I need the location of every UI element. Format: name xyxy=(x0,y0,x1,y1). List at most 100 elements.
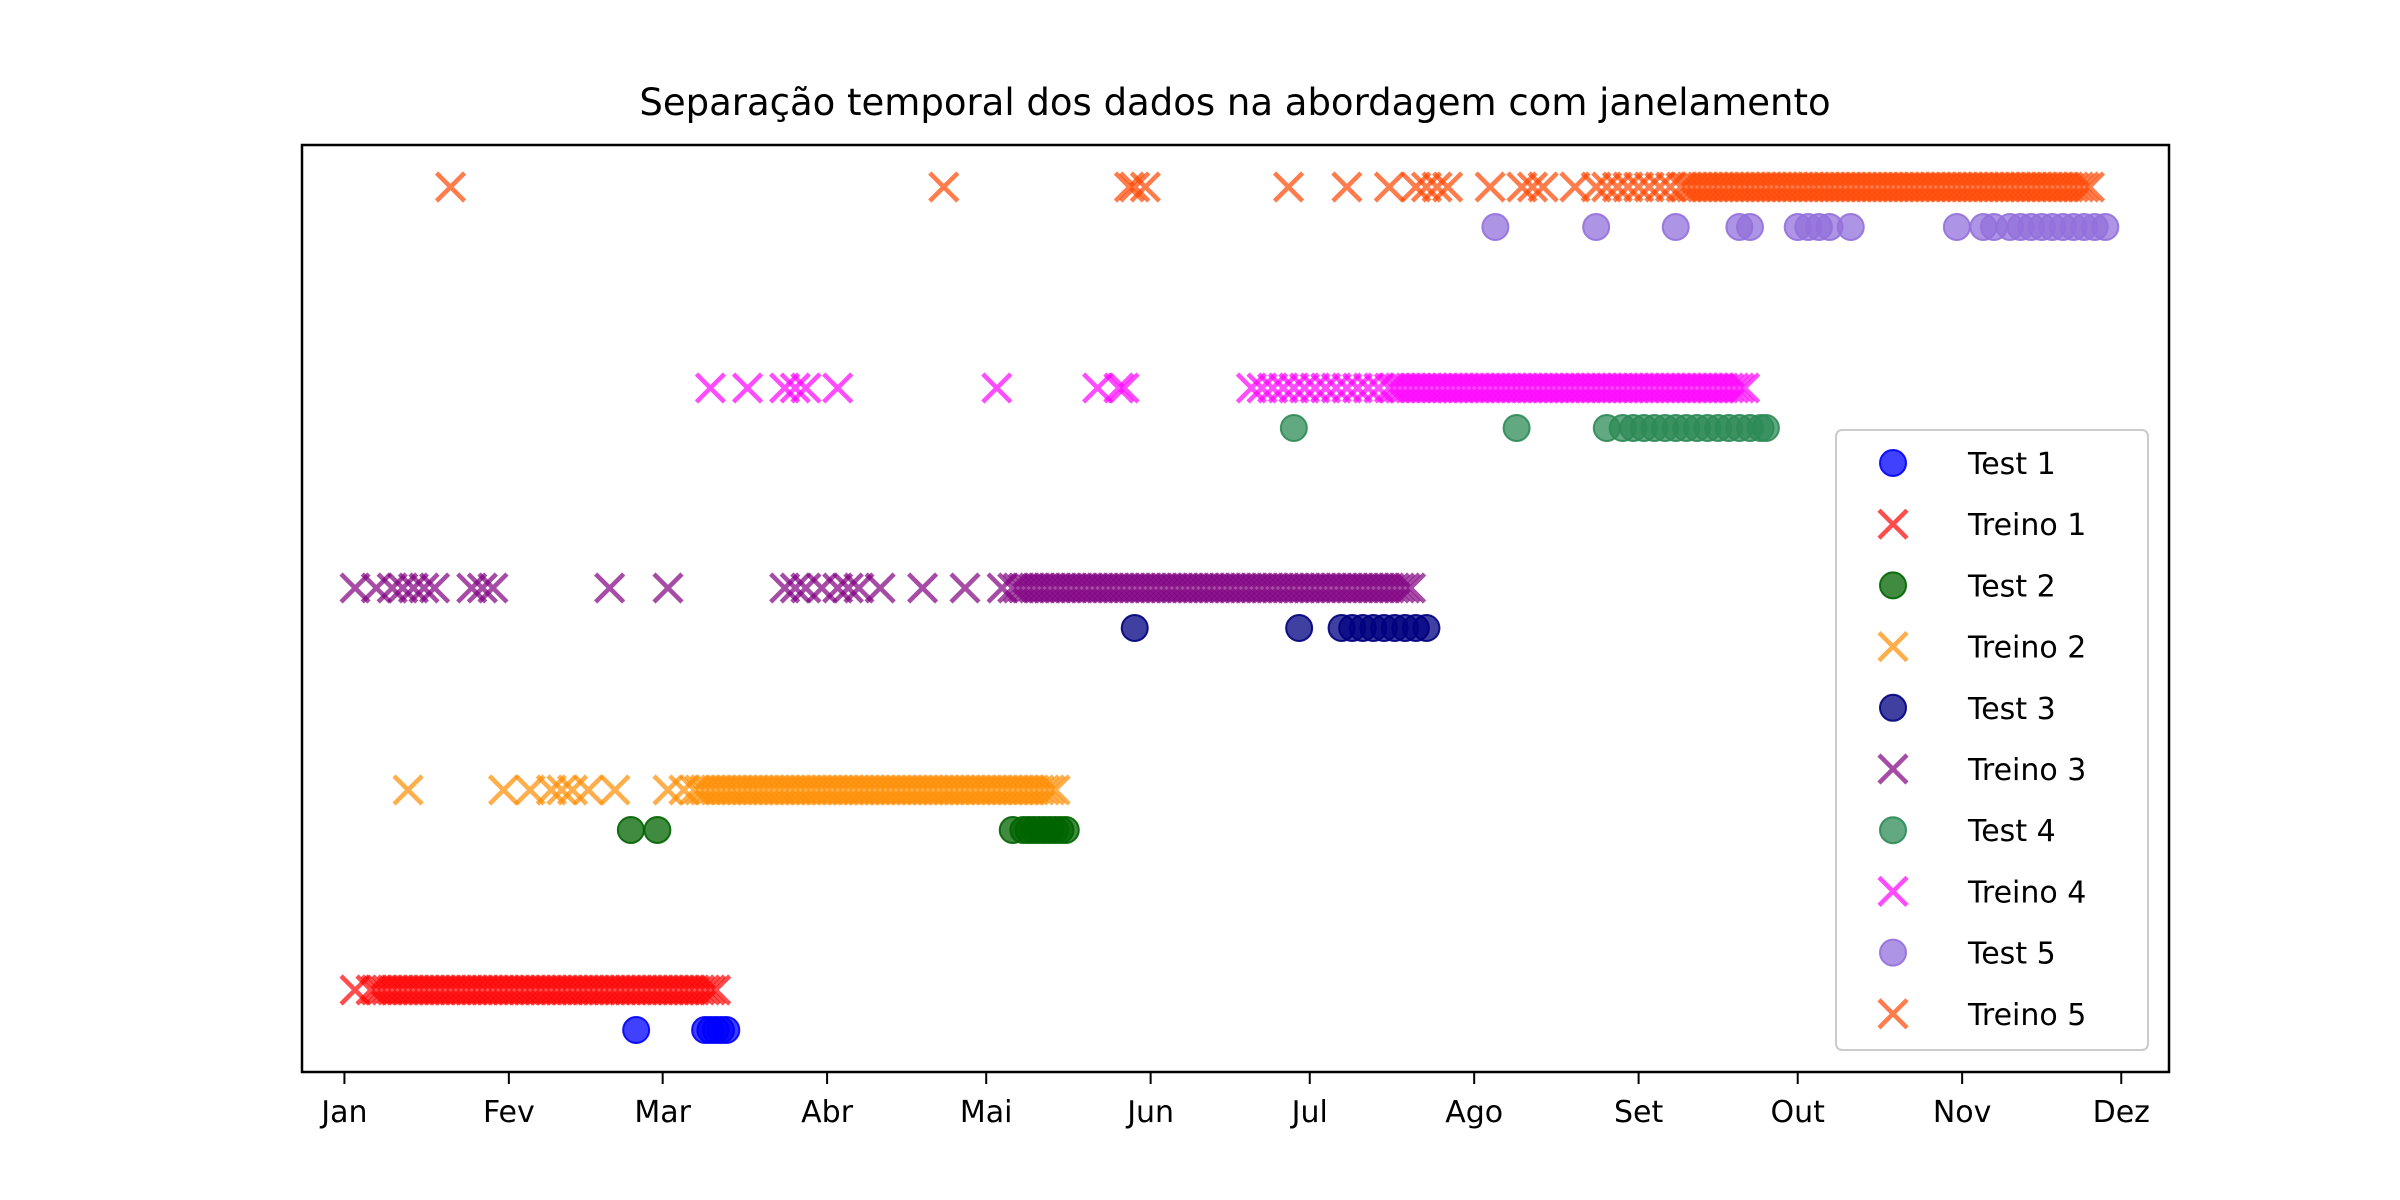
treino-point xyxy=(689,974,721,1006)
x-tick-label: Jul xyxy=(1290,1095,1328,1130)
series-test-5 xyxy=(1481,213,2120,241)
treino-point xyxy=(1729,372,1761,404)
series-test-4 xyxy=(1279,414,1780,442)
test-point xyxy=(643,816,672,844)
x-tick-label: Nov xyxy=(1933,1095,1992,1130)
test-point xyxy=(1285,614,1314,642)
test-point xyxy=(1735,213,1764,241)
x-tick-label: Jan xyxy=(319,1095,367,1130)
treino-point xyxy=(928,171,960,203)
treino-point xyxy=(1113,171,1146,203)
test-point xyxy=(622,1016,651,1044)
treino-point xyxy=(599,774,631,806)
treino-point xyxy=(2068,171,2100,203)
treino-point xyxy=(1028,774,1061,806)
treino-point xyxy=(1389,572,1421,604)
treino-point xyxy=(1432,171,1464,203)
test-point xyxy=(1481,213,1510,241)
legend-label: Treino 3 xyxy=(1967,753,2086,788)
legend-label: Treino 5 xyxy=(1967,998,2086,1033)
x-tick-label: Dez xyxy=(2093,1095,2150,1130)
legend-dot-icon xyxy=(1879,571,1907,600)
treino-point xyxy=(1039,774,1071,806)
treino-point xyxy=(806,572,838,604)
series-treino-3 xyxy=(339,572,1427,604)
treino-point xyxy=(360,572,392,604)
x-tick-label: Ago xyxy=(1445,1095,1503,1130)
treino-point xyxy=(694,372,726,404)
test-point xyxy=(1502,414,1531,442)
treino-point xyxy=(1272,171,1305,203)
legend-cross-icon xyxy=(1877,508,1909,540)
series-test-2 xyxy=(616,816,1080,844)
test-point xyxy=(1051,816,1080,844)
x-tick-label: Set xyxy=(1614,1095,1664,1130)
treino-point xyxy=(1119,171,1151,203)
series-test-3 xyxy=(1120,614,1441,642)
treino-point xyxy=(1527,171,1559,203)
treino-point xyxy=(392,774,424,806)
treino-point xyxy=(949,572,981,604)
legend-dot-icon xyxy=(1879,693,1907,722)
series-treino-2 xyxy=(392,774,1071,806)
legend-label: Test 1 xyxy=(1967,447,2056,482)
x-tick-label: Mar xyxy=(634,1095,691,1130)
treino-point xyxy=(408,572,440,604)
treino-point xyxy=(434,171,467,203)
treino-point xyxy=(1474,171,1506,203)
legend-label: Test 2 xyxy=(1967,569,2056,604)
treino-point xyxy=(477,572,509,604)
series-test-1 xyxy=(622,1016,741,1044)
test-point xyxy=(616,816,645,844)
treino-point xyxy=(694,974,726,1006)
series-treino-5 xyxy=(434,171,2106,203)
treino-point xyxy=(652,774,684,806)
treino-point xyxy=(1394,572,1427,604)
series-treino-4 xyxy=(694,372,1761,404)
treino-point xyxy=(1103,372,1135,404)
legend-dot-icon xyxy=(1879,816,1907,845)
legend-cross-icon xyxy=(1877,998,1909,1030)
treino-point xyxy=(1129,171,1161,203)
legend-label: Treino 1 xyxy=(1967,508,2086,543)
legend-label: Test 4 xyxy=(1967,814,2056,849)
legend-label: Treino 2 xyxy=(1967,631,2086,666)
treino-point xyxy=(487,774,520,806)
treino-point xyxy=(1373,171,1405,203)
treino-point xyxy=(779,572,811,604)
treino-point xyxy=(572,774,605,806)
test-point xyxy=(1279,414,1308,442)
x-tick-label: Fev xyxy=(483,1095,535,1130)
treino-point xyxy=(1718,372,1750,404)
legend-label: Treino 4 xyxy=(1967,875,2086,910)
treino-point xyxy=(1331,171,1363,203)
treino-point xyxy=(790,372,822,404)
legend-label: Test 5 xyxy=(1967,937,2056,972)
test-point xyxy=(712,1016,741,1044)
x-tick-label: Mai xyxy=(960,1095,1013,1130)
legend-cross-icon xyxy=(1877,631,1909,663)
treino-point xyxy=(822,372,854,404)
plot-marks xyxy=(339,171,2120,1044)
treino-point xyxy=(1108,372,1140,404)
chart-title: Separação temporal dos dados na abordage… xyxy=(639,81,1830,124)
treino-point xyxy=(731,372,764,404)
test-point xyxy=(1836,213,1865,241)
treino-point xyxy=(864,572,896,604)
treino-point xyxy=(2073,171,2106,203)
treino-point xyxy=(594,572,626,604)
legend-dot-icon xyxy=(1879,938,1907,967)
treino-point xyxy=(1723,372,1755,404)
series-treino-1 xyxy=(339,974,732,1006)
legend-cross-icon xyxy=(1877,753,1909,785)
treino-point xyxy=(1516,171,1549,203)
test-point xyxy=(2091,213,2120,241)
treino-point xyxy=(1034,774,1066,806)
treino-point xyxy=(546,774,578,806)
test-point xyxy=(1120,614,1149,642)
x-tick-label: Out xyxy=(1771,1095,1826,1130)
treino-point xyxy=(1384,572,1416,604)
legend: Test 1 Treino 1 Test 2 Treino 2 Test 3 Treino… xyxy=(1835,429,2149,1051)
test-point xyxy=(1661,213,1690,241)
